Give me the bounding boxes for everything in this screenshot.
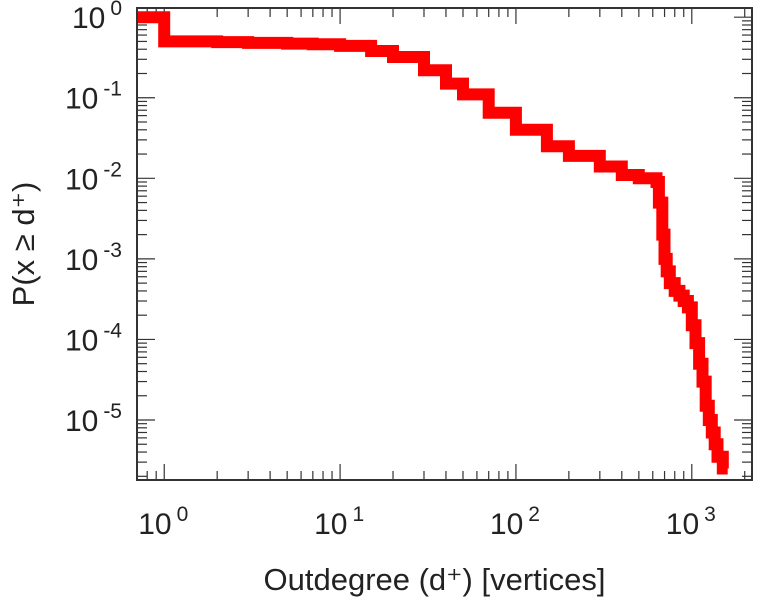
y-tick-label: 10 -3 — [65, 239, 122, 277]
series-line — [137, 11, 729, 475]
plot-frame — [136, 7, 753, 481]
x-tick-label: 10 2 — [490, 503, 540, 541]
x-tick-label: 10 1 — [314, 503, 364, 541]
y-tick-label: 10 -2 — [65, 158, 122, 196]
y-tick-label: 10 -5 — [65, 400, 122, 438]
y-tick-label: 10 -1 — [65, 78, 122, 116]
y-axis-label: P(x ≥ d⁺) — [6, 182, 41, 307]
x-tick-label: 10 0 — [138, 503, 188, 541]
tick-labels: 10 0 10 1 10 2 10 3 10 0 10 -1 10 -2 10 -3 10 -4 10 -5 — [65, 0, 716, 541]
y-tick-label: 10 -4 — [65, 319, 122, 357]
series-layer — [137, 11, 729, 475]
x-tick-label: 10 3 — [666, 503, 716, 541]
x-axis-label: Outdegree (d⁺) [vertices] — [264, 562, 606, 597]
axis-ticks — [136, 8, 752, 480]
y-tick-label: 10 0 — [72, 0, 122, 35]
